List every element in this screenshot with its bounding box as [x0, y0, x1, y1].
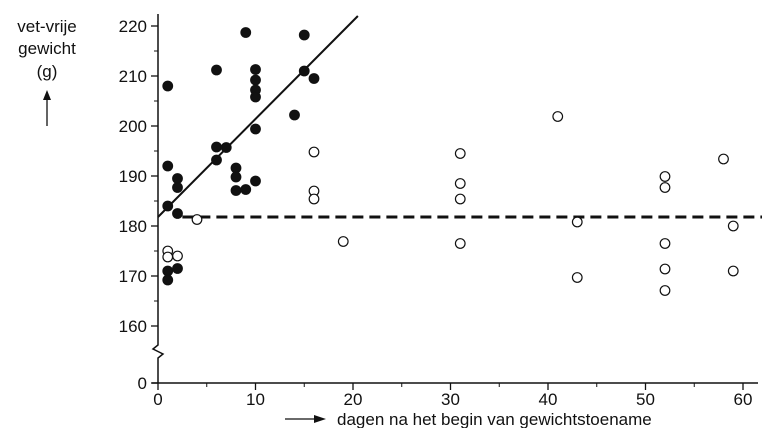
open-data-point — [727, 265, 739, 277]
open-data-point — [308, 193, 320, 205]
open-data-point — [659, 182, 671, 193]
y-tick-label: 0 — [138, 374, 147, 393]
filled-data-point — [172, 263, 183, 274]
filled-data-point — [211, 154, 222, 166]
filled-data-point — [308, 73, 320, 84]
y-tick-label: 160 — [119, 317, 147, 336]
filled-data-point — [289, 109, 300, 121]
y-tick-label: 170 — [119, 267, 147, 286]
y-axis-label-line-1: vet-vrije — [17, 17, 77, 36]
filled-data-point — [298, 65, 310, 77]
filled-data-point — [240, 27, 252, 38]
filled-data-point — [230, 185, 242, 196]
x-axis-label-arrow — [285, 415, 326, 423]
y-tick-label: 190 — [119, 167, 147, 186]
filled-data-point — [162, 265, 174, 277]
filled-data-point — [298, 29, 310, 41]
y-tick-label: 210 — [119, 67, 147, 86]
filled-data-point — [162, 274, 174, 286]
filled-data-point — [211, 64, 222, 76]
open-data-point — [718, 153, 729, 165]
axis-ticks: 0 160 170 180 190 200 210 220 0 10 20 30 40 50 60 — [119, 17, 753, 409]
open-data-point — [172, 250, 183, 262]
axes — [151, 14, 758, 384]
x-axis-label: dagen na het begin van gewichtstoename — [337, 410, 652, 428]
open-data-point — [571, 216, 583, 228]
x-tick-label: 60 — [734, 390, 753, 409]
open-data-point — [552, 111, 564, 122]
filled-data-point — [250, 64, 261, 75]
open-data-point — [162, 251, 174, 263]
y-tick-label: 200 — [119, 117, 147, 136]
open-data-point — [659, 285, 671, 296]
y-axis-label-line-3: (g) — [37, 62, 58, 81]
data-points — [162, 27, 739, 296]
x-tick-label: 10 — [246, 390, 265, 409]
open-data-point — [659, 263, 671, 275]
open-data-point — [337, 236, 349, 247]
x-tick-label: 30 — [441, 390, 460, 409]
filled-data-point — [162, 160, 174, 172]
x-tick-label: 40 — [539, 390, 558, 409]
filled-data-point — [220, 142, 232, 153]
y-tick-label: 180 — [119, 217, 147, 236]
filled-data-point — [230, 171, 242, 183]
open-data-point — [727, 220, 739, 232]
x-tick-label: 0 — [153, 390, 162, 409]
open-data-point — [659, 238, 671, 249]
open-data-point — [191, 214, 203, 225]
open-data-point — [571, 272, 583, 283]
open-data-point — [308, 146, 320, 158]
filled-data-point — [162, 200, 174, 212]
x-tick-label: 50 — [636, 390, 655, 409]
y-tick-label: 220 — [119, 17, 147, 36]
filled-data-point — [250, 175, 261, 187]
open-data-point — [454, 238, 466, 249]
filled-data-point — [230, 162, 242, 174]
open-data-point — [659, 171, 671, 182]
filled-data-point — [211, 141, 222, 153]
trend-lines — [157, 15, 762, 219]
filled-data-point — [162, 80, 174, 92]
y-axis-label-arrow — [43, 90, 51, 126]
filled-data-point — [172, 208, 183, 219]
filled-data-point — [172, 182, 183, 193]
filled-data-point — [250, 123, 261, 135]
open-data-point — [454, 148, 466, 159]
filled-data-point — [240, 184, 252, 195]
y-axis-label-line-2: gewicht — [18, 39, 76, 58]
open-data-point — [454, 178, 466, 189]
filled-data-point — [250, 91, 261, 103]
regression-line — [157, 15, 359, 218]
x-tick-label: 20 — [344, 390, 363, 409]
filled-data-point — [172, 173, 183, 184]
open-data-point — [454, 193, 466, 205]
y-axis-break — [151, 341, 165, 383]
filled-data-point — [250, 74, 261, 86]
